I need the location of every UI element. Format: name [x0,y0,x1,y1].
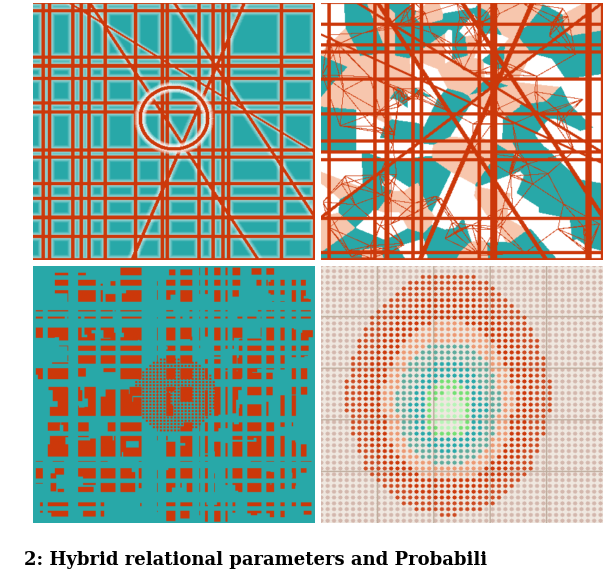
Text: 2: Hybrid relational parameters and Probabili: 2: Hybrid relational parameters and Prob… [24,551,488,569]
